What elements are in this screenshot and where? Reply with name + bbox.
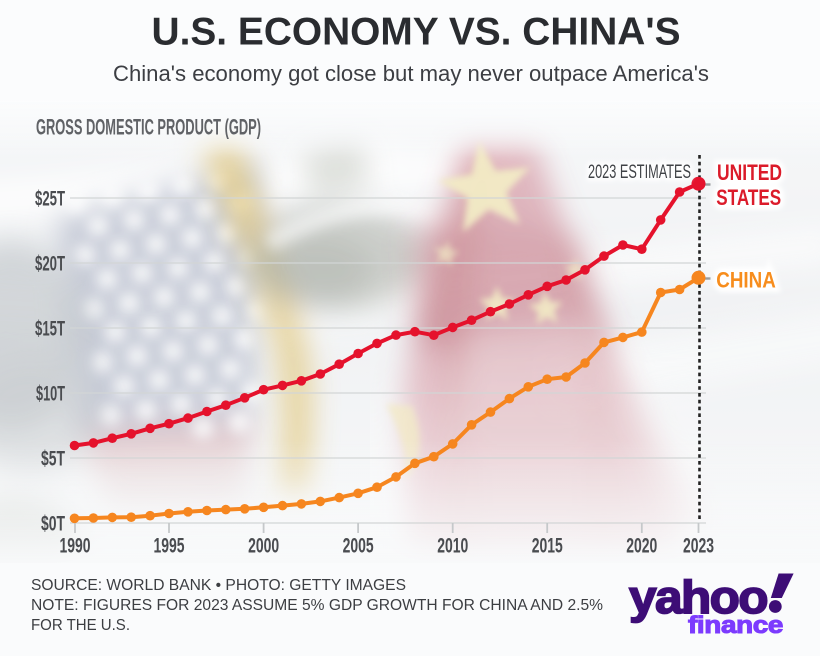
svg-text:$20T: $20T xyxy=(35,251,65,276)
svg-text:yahoo: yahoo xyxy=(629,571,767,623)
svg-text:$25T: $25T xyxy=(35,186,65,211)
svg-text:2015: 2015 xyxy=(532,533,563,558)
svg-text:2023 ESTIMATES: 2023 ESTIMATES xyxy=(588,161,691,183)
svg-text:NOTE: FIGURES FOR 2023 ASSUME: NOTE: FIGURES FOR 2023 ASSUME 5% GDP GRO… xyxy=(31,597,603,614)
svg-text:finance: finance xyxy=(688,612,783,639)
svg-text:GROSS DOMESTIC PRODUCT (GDP): GROSS DOMESTIC PRODUCT (GDP) xyxy=(36,115,261,140)
svg-text:SOURCE: WORLD BANK • PHOTO: GE: SOURCE: WORLD BANK • PHOTO: GETTY IMAGES xyxy=(31,577,406,594)
svg-text:CHINA: CHINA xyxy=(716,268,776,293)
svg-text:$10T: $10T xyxy=(36,381,65,406)
svg-text:$5T: $5T xyxy=(41,446,65,471)
svg-text:1995: 1995 xyxy=(154,533,185,558)
svg-text:$15T: $15T xyxy=(35,316,65,341)
svg-text:$0T: $0T xyxy=(41,511,65,536)
svg-text:2023 ESTIMATES: 2023 ESTIMATES xyxy=(588,161,691,183)
svg-text:FOR THE U.S.: FOR THE U.S. xyxy=(31,617,130,634)
svg-text:1990: 1990 xyxy=(60,533,91,558)
svg-text:UNITED: UNITED xyxy=(717,160,782,185)
svg-text:2023: 2023 xyxy=(683,533,714,558)
svg-text:UNITED: UNITED xyxy=(717,160,782,185)
svg-text:2000: 2000 xyxy=(248,533,279,558)
svg-text:U.S. ECONOMY VS. CHINA'S: U.S. ECONOMY VS. CHINA'S xyxy=(152,11,681,54)
svg-text:China's economy got close but: China's economy got close but may never … xyxy=(113,61,709,86)
svg-text:STATES: STATES xyxy=(716,185,781,210)
svg-text:2010: 2010 xyxy=(437,533,468,558)
svg-text:2020: 2020 xyxy=(626,533,657,558)
svg-text:2005: 2005 xyxy=(343,533,374,558)
svg-text:CHINA: CHINA xyxy=(716,268,776,293)
svg-text:STATES: STATES xyxy=(716,185,781,210)
